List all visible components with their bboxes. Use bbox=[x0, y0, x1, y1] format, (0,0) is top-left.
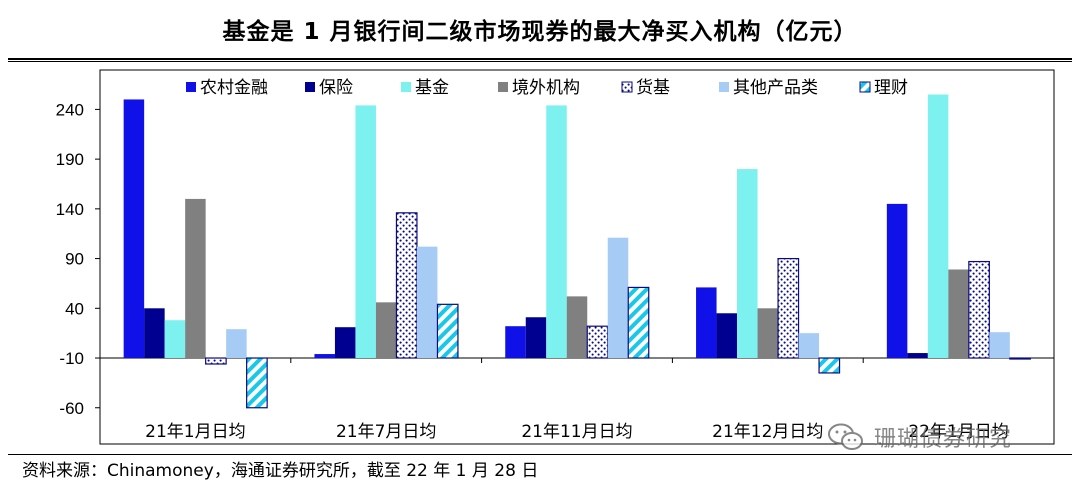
y-tick-label: 90 bbox=[65, 250, 84, 269]
bar-基金-2 bbox=[546, 105, 567, 359]
bar-其他产品类-3 bbox=[798, 333, 820, 359]
legend-label: 理财 bbox=[874, 78, 908, 98]
legend-swatch bbox=[719, 82, 729, 92]
legend-label: 基金 bbox=[415, 78, 449, 98]
bar-货基-1 bbox=[395, 212, 418, 359]
legend-item: 农村金融 bbox=[186, 78, 268, 98]
bars bbox=[123, 94, 1031, 409]
bar-农村金融-0 bbox=[123, 99, 145, 359]
bar-理财-0 bbox=[246, 357, 268, 409]
legend-item: 其他产品类 bbox=[719, 78, 818, 98]
source-note: 资料来源：Chinamoney，海通证券研究所，截至 22 年 1 月 28 日 bbox=[22, 461, 539, 481]
legend-swatch bbox=[498, 82, 508, 92]
watermark: 珊瑚债券研究 bbox=[826, 420, 1012, 454]
bar-chart: 农村金融 保险 基金 境外机构 货基 其他产品类 理财 240 190 140 90 40 -10 -6… bbox=[56, 69, 1055, 445]
y-tick-label: 140 bbox=[56, 200, 84, 219]
bar-基金-3 bbox=[737, 169, 758, 359]
legend-label: 保险 bbox=[319, 78, 353, 98]
chart-legend: 农村金融 保险 基金 境外机构 货基 其他产品类 理财 bbox=[186, 78, 908, 98]
bar-其他产品类-0 bbox=[226, 329, 247, 359]
y-tick-label: 40 bbox=[65, 299, 84, 318]
bar-境外机构-1 bbox=[375, 302, 397, 359]
bar-保险-0 bbox=[144, 308, 165, 359]
bar-农村金融-3 bbox=[696, 287, 717, 359]
bar-基金-4 bbox=[927, 94, 949, 359]
x-axis: 21年1月日均 21年7月日均 21年11月日均 21年12月日均 22年1月日均 bbox=[99, 357, 1055, 442]
legend-item: 基金 bbox=[401, 78, 449, 98]
y-tick-label: 190 bbox=[56, 150, 84, 169]
y-tick-label: 240 bbox=[56, 100, 84, 119]
title-rule bbox=[8, 58, 1072, 60]
title-bar: 基金是 1 月银行间二级市场现券的最大净买入机构（亿元） bbox=[0, 0, 1080, 58]
legend-label: 其他产品类 bbox=[733, 78, 818, 98]
x-tick-label: 21年12月日均 bbox=[712, 422, 823, 442]
x-tick-label: 21年7月日均 bbox=[336, 422, 436, 442]
bar-境外机构-3 bbox=[757, 308, 779, 359]
bar-货基-0 bbox=[205, 357, 227, 365]
bar-农村金融-1 bbox=[314, 354, 335, 359]
legend-label: 境外机构 bbox=[512, 78, 580, 98]
bar-农村金融-2 bbox=[505, 326, 526, 359]
title-rule-thin bbox=[8, 61, 1072, 62]
bar-货基-2 bbox=[586, 325, 609, 359]
bar-理财-2 bbox=[627, 286, 650, 359]
legend-item: 货基 bbox=[621, 78, 670, 98]
x-tick-label: 21年1月日均 bbox=[145, 422, 245, 442]
legend-item: 境外机构 bbox=[498, 78, 580, 98]
y-axis: 240 190 140 90 40 -10 -60 bbox=[56, 100, 100, 418]
plot-frame bbox=[99, 69, 1055, 445]
y-tick-label: -60 bbox=[59, 399, 84, 418]
bar-保险-4 bbox=[907, 353, 928, 359]
x-tick-label: 21年11月日均 bbox=[521, 422, 632, 442]
legend-swatch bbox=[305, 82, 315, 92]
footer-rule bbox=[8, 454, 1072, 455]
bar-理财-4 bbox=[1009, 357, 1031, 360]
bar-保险-1 bbox=[334, 327, 356, 359]
watermark-text: 珊瑚债券研究 bbox=[874, 427, 1013, 452]
bar-货基-3 bbox=[777, 257, 800, 359]
bar-货基-4 bbox=[968, 260, 990, 359]
bar-境外机构-2 bbox=[566, 296, 588, 359]
bar-境外机构-0 bbox=[185, 198, 206, 359]
legend-label: 农村金融 bbox=[200, 78, 268, 98]
legend-item: 理财 bbox=[859, 78, 908, 98]
bar-理财-3 bbox=[818, 357, 841, 374]
bar-其他产品类-2 bbox=[607, 237, 629, 359]
bar-基金-1 bbox=[355, 105, 376, 359]
bar-理财-1 bbox=[436, 303, 459, 359]
bar-其他产品类-4 bbox=[989, 332, 1010, 359]
bar-基金-0 bbox=[164, 320, 186, 359]
y-tick-label: -10 bbox=[59, 349, 84, 368]
bar-农村金融-4 bbox=[886, 203, 908, 359]
bar-保险-2 bbox=[525, 317, 547, 359]
legend-swatch bbox=[859, 81, 871, 93]
legend-swatch bbox=[621, 81, 633, 93]
bar-保险-3 bbox=[716, 313, 738, 359]
wechat-icon bbox=[828, 423, 863, 450]
legend-swatch bbox=[186, 82, 196, 92]
bar-其他产品类-1 bbox=[416, 246, 438, 359]
x-tick-label: 22年1月日均 bbox=[908, 422, 1008, 442]
chart-title: 基金是 1 月银行间二级市场现券的最大净买入机构（亿元） bbox=[222, 19, 858, 45]
legend-label: 货基 bbox=[636, 78, 670, 98]
bar-境外机构-4 bbox=[948, 269, 969, 359]
legend-item: 保险 bbox=[305, 78, 353, 98]
legend-swatch bbox=[401, 82, 411, 92]
